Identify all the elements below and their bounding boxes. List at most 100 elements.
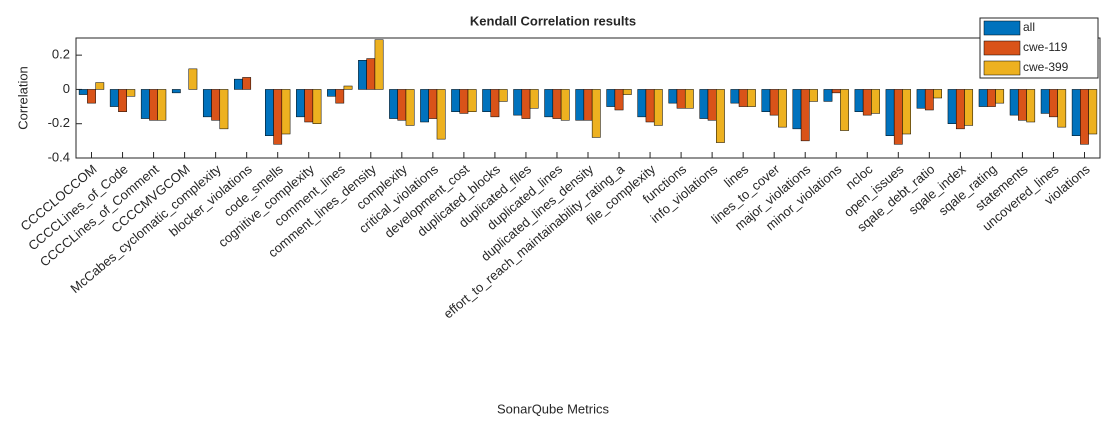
legend-swatch <box>983 60 1021 76</box>
bar <box>451 89 460 112</box>
bar <box>513 89 523 116</box>
bar <box>916 89 926 109</box>
bar <box>397 89 407 121</box>
bar <box>987 89 996 107</box>
bar <box>343 85 353 90</box>
bar <box>902 89 911 135</box>
legend-label: cwe-399 <box>1023 60 1069 74</box>
bar <box>583 89 593 121</box>
bar <box>645 89 655 123</box>
bar <box>823 89 833 102</box>
bar <box>809 89 818 102</box>
bar <box>747 89 756 107</box>
bar <box>78 89 88 95</box>
bar <box>684 89 694 109</box>
bar <box>676 89 686 109</box>
bar <box>668 89 678 104</box>
bar <box>840 89 849 131</box>
legend-label: all <box>1023 20 1035 34</box>
bar <box>606 89 616 107</box>
y-tick-label: 0 <box>63 81 70 96</box>
chart-title: Kendall Correlation results <box>470 13 636 28</box>
bar <box>964 89 974 126</box>
bar <box>622 89 632 95</box>
bar <box>420 89 429 123</box>
bar <box>498 89 508 102</box>
bar <box>304 89 314 123</box>
bar <box>591 89 601 138</box>
bar <box>552 89 562 119</box>
bar <box>575 89 585 121</box>
legend-swatch <box>983 20 1021 36</box>
bar <box>202 89 212 118</box>
y-tick-label: -0.4 <box>48 149 70 164</box>
bar <box>769 89 779 116</box>
bar <box>924 89 934 111</box>
bar <box>699 89 709 119</box>
bar <box>792 89 802 130</box>
bar <box>716 89 725 143</box>
bar <box>149 89 158 121</box>
legend-swatch <box>983 40 1021 56</box>
bar <box>358 60 367 90</box>
bar <box>1057 89 1067 128</box>
bar <box>188 68 198 90</box>
bar <box>871 89 880 114</box>
bar <box>529 89 539 109</box>
bar <box>637 89 647 118</box>
bar <box>885 89 895 136</box>
bar <box>978 89 988 107</box>
bar <box>234 78 243 90</box>
bar <box>831 89 841 94</box>
bar <box>87 89 96 104</box>
bar <box>436 89 446 140</box>
bar <box>219 89 229 130</box>
bar <box>281 89 291 135</box>
bar <box>467 89 477 112</box>
bar <box>273 89 283 145</box>
bar <box>490 89 500 118</box>
bar <box>140 89 150 119</box>
bar <box>653 89 663 126</box>
bar <box>374 39 384 90</box>
bar <box>95 82 105 90</box>
bar <box>614 89 624 111</box>
bar <box>560 89 570 121</box>
bar <box>730 89 740 104</box>
bar <box>405 89 415 126</box>
bar <box>854 89 864 112</box>
bar <box>171 89 181 94</box>
bar <box>1026 89 1036 123</box>
bar <box>544 89 554 118</box>
bar <box>157 89 167 121</box>
y-tick-label: 0.2 <box>52 47 70 62</box>
bar <box>327 89 336 97</box>
bar <box>1049 89 1058 118</box>
bar <box>366 58 376 90</box>
bar <box>800 89 810 142</box>
bar <box>738 89 748 107</box>
bar <box>995 89 1005 104</box>
bar <box>335 89 345 104</box>
y-tick-label: -0.2 <box>48 115 70 130</box>
bar <box>211 89 221 121</box>
bar <box>955 89 965 130</box>
bar <box>862 89 872 116</box>
bar <box>1071 89 1081 136</box>
bar <box>482 89 492 112</box>
bar <box>265 89 274 136</box>
legend-label: cwe-119 <box>1023 40 1068 54</box>
bar <box>242 77 252 90</box>
bar <box>1080 89 1089 145</box>
bar <box>428 89 438 119</box>
bar <box>1018 89 1027 121</box>
x-axis-label: SonarQube Metrics <box>497 401 609 416</box>
bar <box>126 89 136 97</box>
bar <box>459 89 469 114</box>
bar <box>893 89 903 145</box>
bar <box>312 89 322 124</box>
bar <box>296 89 305 118</box>
bar <box>118 89 127 112</box>
bar <box>933 89 942 99</box>
